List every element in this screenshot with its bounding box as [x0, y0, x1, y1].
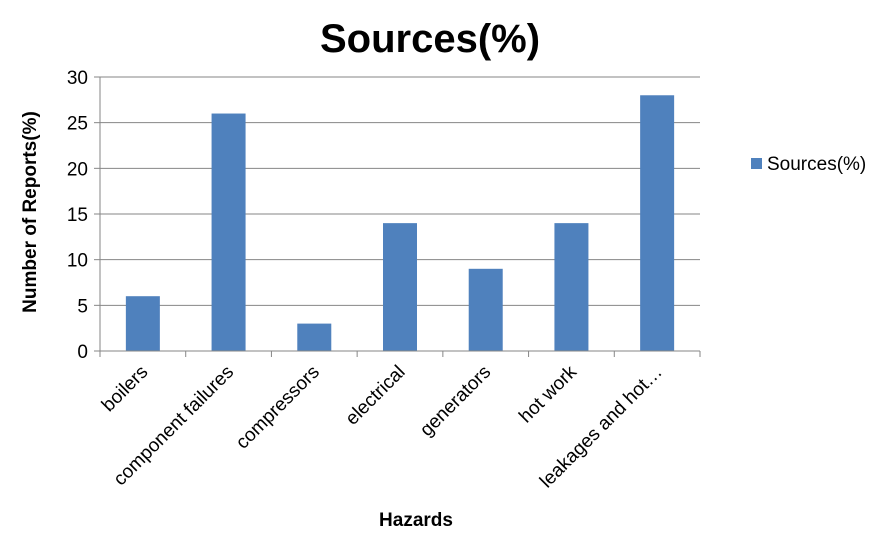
y-tick-label: 0 [77, 342, 88, 363]
y-tick-label: 25 [67, 114, 88, 135]
y-tick-label: 5 [77, 296, 88, 317]
bar-compressors [297, 323, 332, 351]
bar-component-failures [211, 113, 246, 352]
x-axis-title: Hazards [379, 510, 453, 531]
legend-swatch [751, 158, 762, 169]
y-tick-label: 10 [67, 251, 88, 272]
x-tick-label: hot work [515, 361, 581, 427]
y-tick-label: 30 [67, 68, 88, 89]
x-tick-label: compressors [232, 362, 324, 454]
gridlines [94, 76, 701, 357]
y-tick-label: 15 [67, 205, 88, 226]
bar-generators [468, 268, 503, 351]
y-tick-label: 20 [67, 159, 88, 180]
bar-boilers [125, 296, 160, 351]
x-tick-label: generators [416, 362, 495, 441]
bar-electrical [383, 223, 417, 351]
legend-label: Sources(%) [767, 154, 866, 175]
x-tick-label: boilers [98, 362, 152, 416]
bar-leakages-and-hot- [640, 95, 675, 352]
y-tick-labels: 0 5 10 15 20 25 30 [67, 68, 88, 363]
bars [125, 95, 675, 352]
x-tick-label: electrical [342, 362, 410, 430]
y-axis-title: Number of Reports(%) [20, 111, 41, 313]
chart-title: Sources(%) [320, 17, 540, 61]
bar-hot-work [554, 223, 589, 351]
